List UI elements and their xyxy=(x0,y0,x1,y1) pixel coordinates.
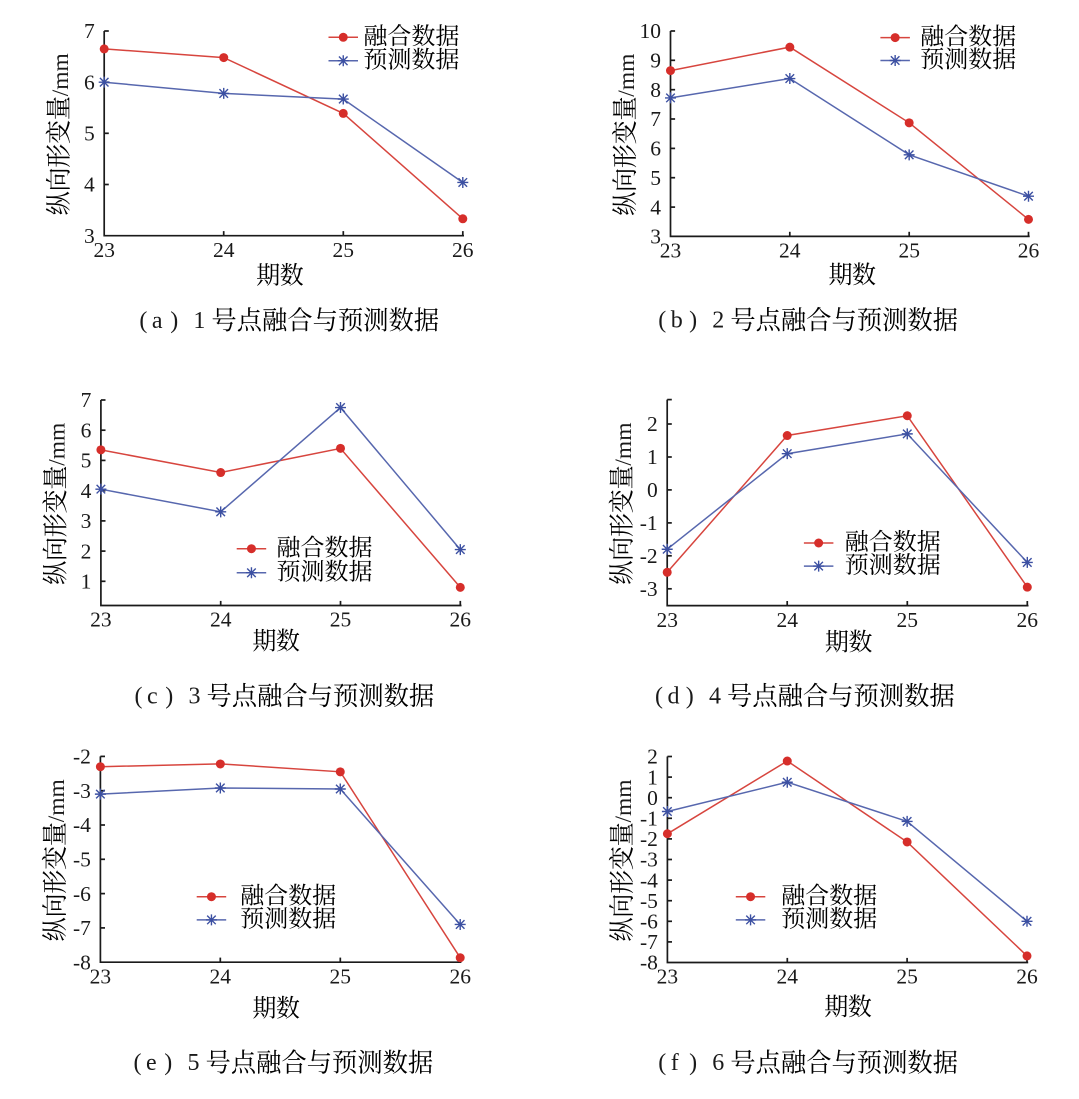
svg-text:5: 5 xyxy=(188,1050,200,1076)
svg-text:2: 2 xyxy=(647,745,658,769)
svg-text:23: 23 xyxy=(657,965,679,989)
svg-text:24: 24 xyxy=(210,964,232,988)
svg-text:26: 26 xyxy=(449,964,471,988)
svg-text:25: 25 xyxy=(897,608,919,632)
svg-text:2: 2 xyxy=(81,539,92,563)
svg-text:-7: -7 xyxy=(640,930,658,954)
svg-text:26: 26 xyxy=(1017,608,1039,632)
svg-text:7: 7 xyxy=(650,107,661,131)
svg-text:6: 6 xyxy=(84,70,95,94)
svg-text:23: 23 xyxy=(660,239,682,263)
svg-text:3: 3 xyxy=(650,225,661,249)
svg-text:0: 0 xyxy=(647,786,658,810)
svg-text:5: 5 xyxy=(84,122,95,146)
svg-text:(: ( xyxy=(139,308,147,334)
svg-text:24: 24 xyxy=(779,239,801,263)
svg-text:5: 5 xyxy=(650,166,661,190)
svg-text:-3: -3 xyxy=(640,848,658,872)
svg-text:(: ( xyxy=(135,684,143,710)
svg-text:4: 4 xyxy=(709,684,721,710)
svg-text:): ) xyxy=(170,308,178,334)
svg-text:23: 23 xyxy=(93,238,115,262)
svg-text:25: 25 xyxy=(330,608,352,632)
svg-text:c: c xyxy=(147,684,158,710)
svg-text:23: 23 xyxy=(90,608,112,632)
svg-text:25: 25 xyxy=(333,238,355,262)
svg-text:1: 1 xyxy=(81,570,92,594)
svg-text:-8: -8 xyxy=(640,951,658,975)
svg-text:-4: -4 xyxy=(640,868,658,892)
svg-text:25: 25 xyxy=(896,965,918,989)
svg-text:0: 0 xyxy=(647,478,658,502)
svg-text:-3: -3 xyxy=(640,577,658,601)
svg-text:): ) xyxy=(165,684,173,710)
svg-text:1: 1 xyxy=(647,445,658,469)
svg-text:2: 2 xyxy=(712,308,724,334)
svg-text:b: b xyxy=(671,308,683,334)
svg-text:-6: -6 xyxy=(73,882,91,906)
svg-text:/mm: /mm xyxy=(45,423,71,466)
svg-text:25: 25 xyxy=(898,239,920,263)
svg-text:/mm: /mm xyxy=(611,779,637,822)
svg-text:(: ( xyxy=(658,308,666,334)
svg-text:): ) xyxy=(689,1050,697,1076)
svg-text:/mm: /mm xyxy=(614,54,640,97)
svg-text:2: 2 xyxy=(647,412,658,436)
svg-text:3: 3 xyxy=(84,224,95,248)
svg-text:(: ( xyxy=(134,1050,142,1076)
svg-text:-2: -2 xyxy=(640,544,658,568)
svg-text:-6: -6 xyxy=(640,910,658,934)
svg-text:): ) xyxy=(164,1050,172,1076)
svg-text:3: 3 xyxy=(81,509,92,533)
svg-text:-2: -2 xyxy=(73,745,91,769)
svg-text:24: 24 xyxy=(777,965,799,989)
svg-text:3: 3 xyxy=(189,684,201,710)
svg-text:): ) xyxy=(686,684,694,710)
svg-text:8: 8 xyxy=(650,78,661,102)
svg-text:9: 9 xyxy=(650,49,661,73)
svg-text:-3: -3 xyxy=(73,779,91,803)
svg-text:-1: -1 xyxy=(640,511,658,535)
svg-text:6: 6 xyxy=(712,1050,724,1076)
svg-text:): ) xyxy=(689,308,697,334)
svg-text:/mm: /mm xyxy=(44,779,70,822)
svg-text:-5: -5 xyxy=(640,889,658,913)
svg-text:/mm: /mm xyxy=(48,53,74,96)
svg-text:24: 24 xyxy=(210,608,232,632)
svg-text:4: 4 xyxy=(84,173,95,197)
svg-text:26: 26 xyxy=(1018,239,1040,263)
svg-text:26: 26 xyxy=(452,238,474,262)
svg-text:-7: -7 xyxy=(73,916,91,940)
svg-text:26: 26 xyxy=(450,608,472,632)
svg-text:10: 10 xyxy=(640,19,662,43)
svg-text:(: ( xyxy=(658,1050,666,1076)
svg-text:1: 1 xyxy=(193,308,205,334)
svg-text:24: 24 xyxy=(776,608,798,632)
svg-text:5: 5 xyxy=(81,449,92,473)
svg-text:-8: -8 xyxy=(73,950,91,974)
svg-text:-1: -1 xyxy=(640,807,658,831)
svg-text:6: 6 xyxy=(650,137,661,161)
svg-text:1: 1 xyxy=(647,765,658,789)
svg-text:7: 7 xyxy=(81,388,92,412)
svg-text:-2: -2 xyxy=(640,827,658,851)
svg-text:4: 4 xyxy=(650,195,661,219)
svg-text:7: 7 xyxy=(84,19,95,43)
svg-text:-5: -5 xyxy=(73,848,91,872)
svg-text:4: 4 xyxy=(81,479,92,503)
svg-text:23: 23 xyxy=(90,964,112,988)
svg-text:f: f xyxy=(671,1050,679,1076)
svg-text:(: ( xyxy=(655,684,663,710)
svg-text:25: 25 xyxy=(330,964,352,988)
svg-text:23: 23 xyxy=(656,608,678,632)
svg-text:d: d xyxy=(668,684,680,710)
svg-text:24: 24 xyxy=(213,238,235,262)
svg-text:/mm: /mm xyxy=(611,423,637,466)
svg-text:e: e xyxy=(146,1050,157,1076)
svg-text:6: 6 xyxy=(81,418,92,442)
svg-text:a: a xyxy=(152,308,163,334)
svg-text:-4: -4 xyxy=(73,813,91,837)
svg-text:26: 26 xyxy=(1016,965,1038,989)
